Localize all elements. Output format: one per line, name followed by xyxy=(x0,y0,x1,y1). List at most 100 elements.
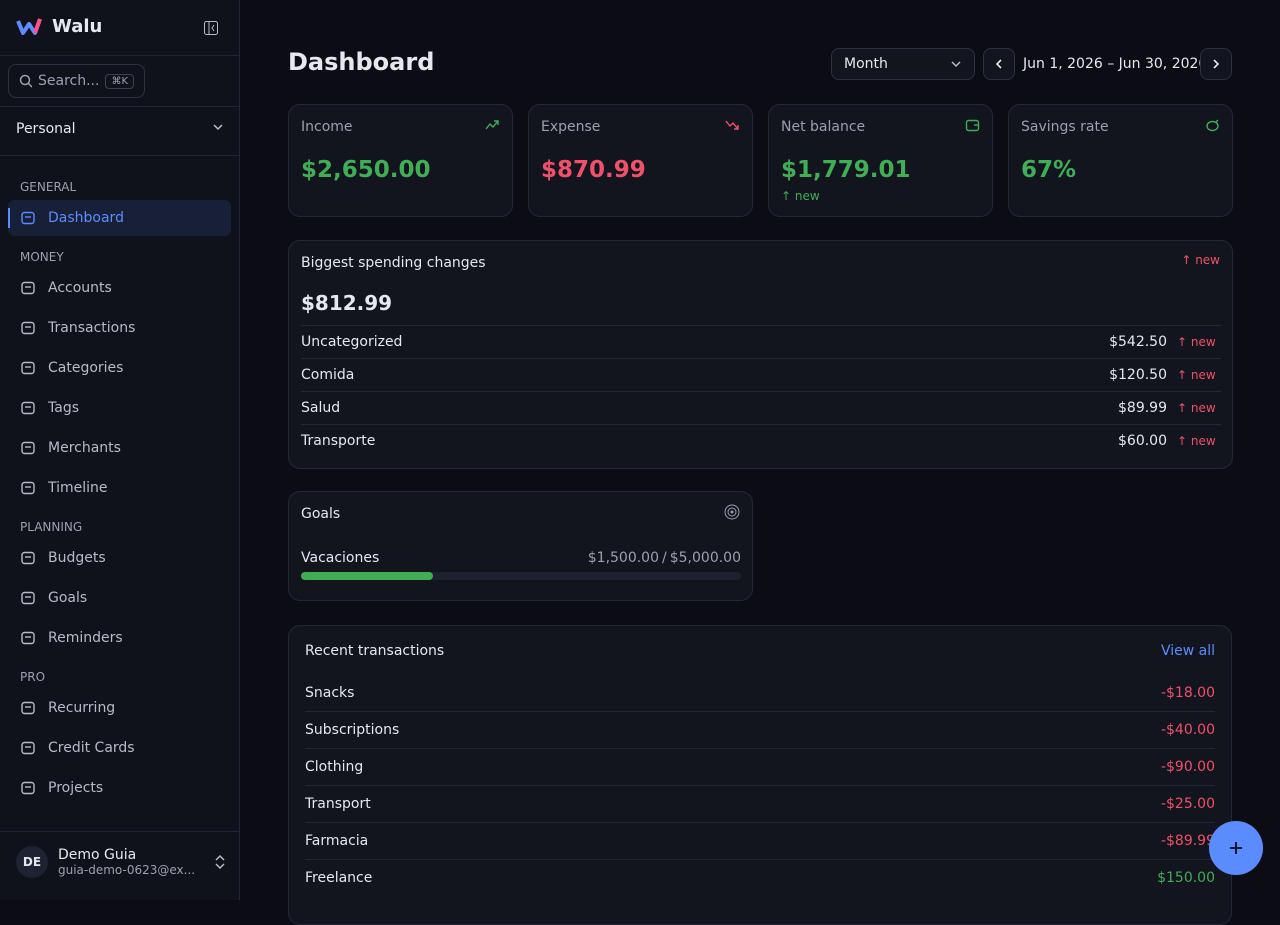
stat-value: 67% xyxy=(1021,157,1077,183)
transaction-name: Freelance xyxy=(305,870,373,886)
goal-list: Vacaciones $1,500.00/$5,000.00 xyxy=(301,550,741,580)
period-value: Month xyxy=(844,56,888,72)
view-all-link[interactable]: View all xyxy=(1160,643,1215,659)
nav-item[interactable]: Reminders xyxy=(8,620,231,656)
progress-track xyxy=(301,572,741,580)
nav-icon xyxy=(21,211,35,225)
change-text: new xyxy=(1190,401,1216,415)
nav-item[interactable]: Categories xyxy=(8,350,231,386)
change: ↑ new xyxy=(1177,368,1216,382)
prev-button[interactable] xyxy=(983,48,1015,80)
nav-item[interactable]: Accounts xyxy=(8,270,231,306)
nav-item[interactable]: Tags xyxy=(8,390,231,426)
sidebar: Walu Search... ⌘K Personal GENERAL Dashbo… xyxy=(0,0,240,900)
nav-item[interactable]: Merchants xyxy=(8,430,231,466)
transaction-name: Clothing xyxy=(305,759,364,775)
collapse-button[interactable] xyxy=(203,20,219,36)
nav-label: Projects xyxy=(48,780,104,796)
goal-name: Vacaciones xyxy=(301,550,380,566)
nav-item[interactable]: Dashboard xyxy=(8,200,231,236)
stat-label: Income xyxy=(301,119,353,135)
plus-icon xyxy=(1230,842,1242,854)
change: ↑ new xyxy=(1177,434,1216,448)
period-select[interactable]: Month xyxy=(831,48,975,80)
nav-label: Accounts xyxy=(48,280,112,296)
nav-icon xyxy=(21,591,35,605)
divider xyxy=(0,155,239,156)
transaction-name: Subscriptions xyxy=(305,722,400,738)
goal-row: Vacaciones $1,500.00/$5,000.00 xyxy=(301,550,741,566)
nav-icon xyxy=(21,701,35,715)
total: $812.99 xyxy=(301,291,393,315)
chevron xyxy=(951,61,961,68)
transaction-amount: -$25.00 xyxy=(1160,796,1215,812)
transaction-amount: -$40.00 xyxy=(1160,722,1215,738)
nav-item[interactable]: Transactions xyxy=(8,310,231,346)
transaction-amount: -$90.00 xyxy=(1160,759,1215,775)
change: ↑ new xyxy=(1177,335,1216,349)
nav-item[interactable]: Recurring xyxy=(8,690,231,726)
stat-card: Net balance $1,779.01 ↑ new xyxy=(768,104,993,217)
change: ↑ new xyxy=(1177,401,1216,415)
goals-card: Goals Vacaciones $1,500.00/$5,000.00 xyxy=(288,491,753,601)
amount: $89.99 xyxy=(1118,400,1167,416)
category-name: Transporte xyxy=(301,433,376,449)
nav-item[interactable]: Goals xyxy=(8,580,231,616)
divider xyxy=(0,106,239,107)
stat-icon xyxy=(1205,118,1220,136)
search-icon xyxy=(19,74,32,88)
transaction-row[interactable]: Farmacia -$89.99 xyxy=(305,822,1215,859)
stat-label: Savings rate xyxy=(1021,119,1109,135)
stat-icon xyxy=(965,118,980,136)
transactions-card: Recent transactions View all Snacks -$18.… xyxy=(288,625,1232,925)
transaction-row[interactable]: Freelance $150.00 xyxy=(305,859,1215,896)
add-button[interactable] xyxy=(1209,821,1263,875)
chevron-left xyxy=(995,59,1002,69)
transaction-row[interactable]: Clothing -$90.00 xyxy=(305,748,1215,785)
divider xyxy=(0,55,239,56)
section-title: GENERAL xyxy=(20,179,77,194)
workspace-selector[interactable]: Personal xyxy=(16,121,224,137)
nav-item[interactable]: Timeline xyxy=(8,470,231,506)
nav-icon xyxy=(21,781,35,795)
workspace-name: Personal xyxy=(16,121,76,137)
nav-item[interactable]: Credit Cards xyxy=(8,730,231,766)
goal-icon xyxy=(724,504,740,520)
nav-item[interactable]: Budgets xyxy=(8,540,231,576)
goal-separator: / xyxy=(662,550,667,566)
amount: $120.50 xyxy=(1109,367,1167,383)
category-name: Salud xyxy=(301,400,341,416)
nav-icon xyxy=(21,361,35,375)
nav-icon xyxy=(21,441,35,455)
stat-icon xyxy=(485,118,500,136)
next-button[interactable] xyxy=(1200,48,1232,80)
transaction-row[interactable]: Snacks -$18.00 xyxy=(305,674,1215,711)
search-box[interactable]: Search... ⌘K xyxy=(8,64,145,98)
nav-label: Tags xyxy=(48,400,79,416)
transaction-list: Snacks -$18.00 Subscriptions -$40.00 Clothin… xyxy=(305,674,1215,896)
transaction-row[interactable]: Transport -$25.00 xyxy=(305,785,1215,822)
section-title: PLANNING xyxy=(20,519,83,534)
nav-icon xyxy=(21,741,35,755)
nav-icon xyxy=(21,401,35,415)
transaction-amount: -$89.99 xyxy=(1160,833,1215,849)
user-info: Demo Guia guia-demo-0623@ex... xyxy=(58,847,204,877)
nav-label: Merchants xyxy=(48,440,121,456)
badge-text: new xyxy=(1195,253,1220,267)
transaction-row[interactable]: Subscriptions -$40.00 xyxy=(305,711,1215,748)
card-title: Goals xyxy=(301,506,341,522)
nav-label: Reminders xyxy=(48,630,123,646)
user-menu[interactable]: DE Demo Guia guia-demo-0623@ex... xyxy=(16,846,226,878)
icon xyxy=(485,120,499,130)
section-title: PRO xyxy=(20,669,46,684)
nav-item[interactable]: Projects xyxy=(8,770,231,806)
chevron-right xyxy=(1213,59,1220,69)
nav-icon xyxy=(21,631,35,645)
category-name: Comida xyxy=(301,367,355,383)
stat-card: Income $2,650.00 xyxy=(288,104,513,217)
change-text: new xyxy=(1190,368,1216,382)
stat-value: $2,650.00 xyxy=(301,157,431,183)
card-title: Biggest spending changes xyxy=(301,255,486,271)
spending-row: Transporte $60.00 ↑ new xyxy=(301,424,1221,457)
